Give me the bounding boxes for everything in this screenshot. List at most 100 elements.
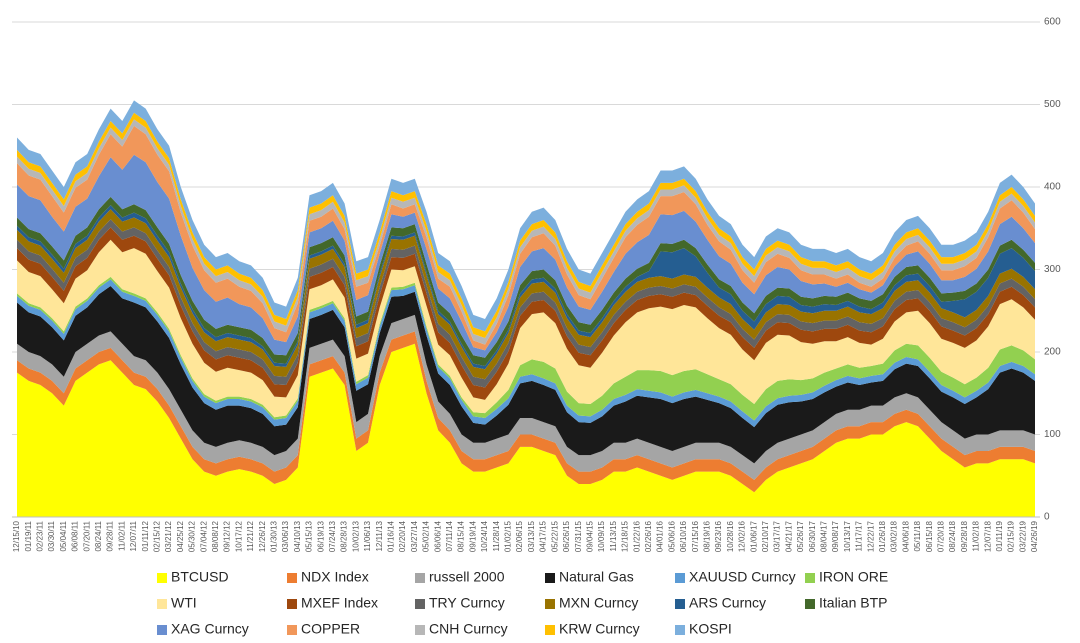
legend-label: XAG Curncy xyxy=(171,621,249,637)
legend-swatch xyxy=(415,573,425,583)
x-tick-label: 07/04/12 xyxy=(199,520,208,552)
x-tick-label: 02/15/12 xyxy=(153,520,162,552)
x-tick-label: 01/19/11 xyxy=(24,520,33,551)
x-tick-label: 07/24/13 xyxy=(328,520,337,552)
x-tick-label: 12/07/11 xyxy=(129,520,138,551)
legend-label: KOSPI xyxy=(689,621,732,637)
x-tick-label: 11/21/12 xyxy=(246,520,255,551)
legend-swatch xyxy=(415,599,425,609)
x-tick-label: 10/28/16 xyxy=(726,520,735,552)
legend-label: russell 2000 xyxy=(429,569,505,585)
x-tick-label: 10/17/12 xyxy=(234,520,243,552)
area xyxy=(17,286,1035,464)
legend-label: ARS Curncy xyxy=(689,595,766,611)
x-tick-label: 07/20/11 xyxy=(82,520,91,551)
area xyxy=(17,196,1035,366)
x-tick-label: 12/26/12 xyxy=(258,520,267,552)
x-tick-label: 06/08/11 xyxy=(71,520,80,551)
x-tick-label: 10/24/14 xyxy=(480,520,489,552)
x-tick-label: 04/01/16 xyxy=(656,520,665,552)
x-tick-label: 05/06/16 xyxy=(667,520,676,552)
area xyxy=(17,112,1035,338)
x-tick-label: 11/06/13 xyxy=(363,520,372,551)
x-tick-label: 01/11/19 xyxy=(995,520,1004,551)
x-tick-label: 01/16/14 xyxy=(387,520,396,552)
x-tick-label: 03/30/11 xyxy=(47,520,56,551)
x-tick-label: 12/15/10 xyxy=(12,520,21,552)
x-tick-label: 04/21/17 xyxy=(784,520,793,552)
area xyxy=(17,209,1035,380)
x-tick-label: 07/15/16 xyxy=(691,520,700,552)
area xyxy=(17,205,1035,370)
legend-label: Italian BTP xyxy=(819,595,887,611)
legend-label: TRY Curncy xyxy=(429,595,505,611)
area xyxy=(17,276,1035,421)
x-tick-label: 01/22/16 xyxy=(632,520,641,552)
x-tick-label: 06/06/14 xyxy=(433,520,442,552)
legend-label: CNH Curncy xyxy=(429,621,508,637)
legend-swatch xyxy=(675,625,685,635)
x-tick-label: 03/02/18 xyxy=(890,520,899,552)
x-tick-label: 11/17/17 xyxy=(855,520,864,551)
legend-label: BTCUSD xyxy=(171,569,229,585)
x-tick-label: 03/21/12 xyxy=(164,520,173,552)
x-tick-label: 02/15/19 xyxy=(1007,520,1016,552)
x-tick-label: 10/02/13 xyxy=(351,520,360,552)
x-tick-label: 04/17/15 xyxy=(539,520,548,552)
x-tick-label: 04/10/13 xyxy=(293,520,302,552)
x-tick-label: 08/15/14 xyxy=(457,520,466,552)
legend-swatch xyxy=(675,599,685,609)
x-tick-label: 04/25/12 xyxy=(176,520,185,552)
x-tick-label: 12/22/17 xyxy=(866,520,875,552)
x-tick-label: 12/18/15 xyxy=(621,520,630,552)
legend-label: XAUUSD Curncy xyxy=(689,569,796,585)
y-tick-label: 400 xyxy=(1044,182,1061,193)
x-tick-label: 02/20/14 xyxy=(398,520,407,552)
x-tick-label: 08/24/11 xyxy=(94,520,103,551)
legend-swatch xyxy=(805,573,815,583)
legend-swatch xyxy=(287,599,297,609)
area xyxy=(17,125,1035,351)
legend-swatch xyxy=(157,625,167,635)
x-tick-label: 08/08/12 xyxy=(211,520,220,552)
area xyxy=(17,119,1035,345)
x-tick-label: 08/28/13 xyxy=(340,520,349,552)
x-tick-label: 05/30/12 xyxy=(188,520,197,552)
x-tick-label: 09/12/12 xyxy=(223,520,232,552)
legend-label: NDX Index xyxy=(301,569,369,585)
x-tick-label: 07/20/18 xyxy=(937,520,946,552)
x-tick-label: 11/02/18 xyxy=(972,520,981,551)
x-tick-label: 04/06/18 xyxy=(901,520,910,552)
legend-label: MXN Curncy xyxy=(559,595,638,611)
x-tick-label: 02/26/16 xyxy=(644,520,653,552)
x-tick-label: 06/26/15 xyxy=(562,520,571,552)
x-tick-label: 09/23/16 xyxy=(714,520,723,552)
x-tick-label: 05/04/11 xyxy=(59,520,68,551)
x-tick-label: 12/11/13 xyxy=(375,520,384,551)
legend-swatch xyxy=(157,573,167,583)
x-tick-label: 01/11/12 xyxy=(141,520,150,551)
x-tick-label: 03/06/13 xyxy=(281,520,290,552)
x-tick-label: 05/15/13 xyxy=(305,520,314,552)
legend-swatch xyxy=(805,599,815,609)
x-tick-label: 10/13/17 xyxy=(843,520,852,552)
y-tick-label: 200 xyxy=(1044,347,1061,358)
y-tick-label: 500 xyxy=(1044,99,1061,110)
x-tick-label: 03/22/19 xyxy=(1018,520,1027,552)
x-tick-label: 11/02/11 xyxy=(117,520,126,551)
area xyxy=(17,219,1035,388)
y-tick-label: 600 xyxy=(1044,17,1061,28)
y-tick-label: 300 xyxy=(1044,264,1061,275)
x-tick-label: 12/07/18 xyxy=(983,520,992,552)
x-tick-label: 12/02/16 xyxy=(738,520,747,552)
area xyxy=(17,239,1035,418)
x-tick-label: 09/28/18 xyxy=(960,520,969,552)
x-tick-label: 06/19/13 xyxy=(316,520,325,552)
x-tick-label: 03/27/14 xyxy=(410,520,419,552)
x-tick-label: 03/13/15 xyxy=(527,520,536,552)
legend-swatch xyxy=(675,573,685,583)
x-tick-label: 10/09/15 xyxy=(597,520,606,552)
x-tick-label: 05/11/18 xyxy=(913,520,922,551)
legend: BTCUSD NDX Index russell 2000 Natural Gas XA… xyxy=(157,569,888,637)
